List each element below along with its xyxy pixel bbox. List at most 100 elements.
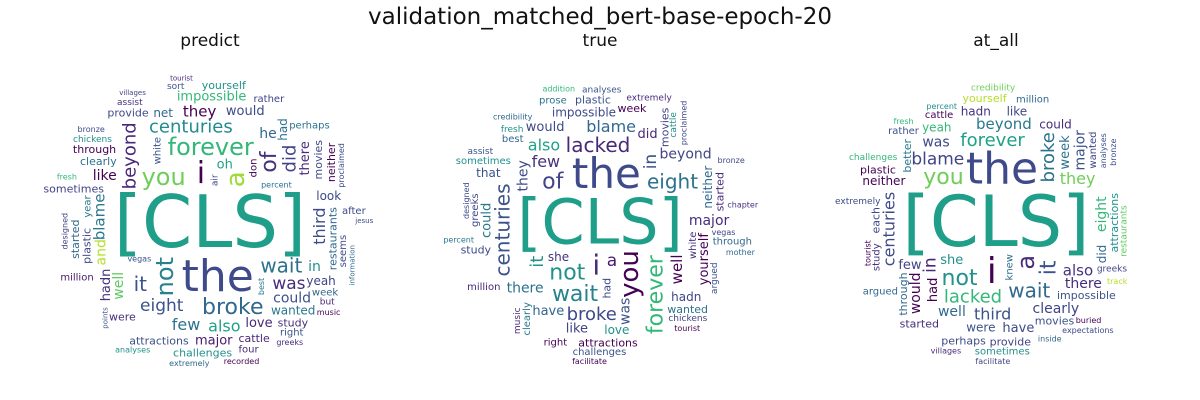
wordcloud-word: each: [870, 207, 883, 234]
wordcloud-word: recorded: [224, 357, 260, 366]
wordcloud-word: the: [182, 251, 254, 302]
wordcloud-word: best: [257, 278, 266, 295]
wordcloud-word: challenges: [573, 347, 627, 358]
panel-title-true: true: [582, 31, 618, 51]
wordcloud-word: hadn: [961, 104, 991, 118]
wordcloud-word: but: [320, 298, 335, 308]
wordcloud-word: music: [317, 308, 341, 317]
wordcloud-word: a: [607, 251, 617, 271]
wordcloud-word: year: [82, 194, 93, 217]
wordcloud-word: impossible: [177, 90, 247, 105]
wordcloud-word: percent: [926, 102, 957, 111]
wordcloud-word: they: [515, 160, 531, 191]
wordcloud-word: greeks: [1097, 265, 1128, 275]
wordcloud-word: of: [542, 169, 564, 194]
wordcloud-word: sort: [167, 82, 185, 92]
wordcloud-word: wanted: [271, 304, 315, 318]
wordcloud-word: of: [257, 150, 282, 172]
wordcloud-word: like: [566, 322, 588, 337]
panel-title-at-all: at_all: [973, 31, 1019, 51]
wordcloud-word: best: [502, 134, 524, 145]
wordcloud-word: beyond: [660, 146, 712, 162]
wordcloud-word: not: [549, 260, 585, 285]
wordcloud-word: seems: [338, 235, 349, 267]
wordcloud-word: there: [507, 281, 544, 297]
wordcloud-word: forever: [168, 133, 254, 161]
wordcloud-word: addition: [542, 84, 575, 93]
wordcloud-word: the: [572, 149, 641, 198]
wordcloud-word: not: [151, 257, 179, 296]
wordcloud-word: sometimes: [975, 347, 1030, 358]
wordcloud-word: cattle: [238, 332, 269, 345]
wordcloud-word: hadn: [671, 290, 701, 304]
wordcloud-word: blame: [90, 194, 108, 241]
wordcloud-word: eight: [140, 296, 184, 316]
wordcloud-word: fresh: [501, 125, 524, 135]
wordcloud-word: had: [926, 278, 941, 302]
wordcloud-word: argued: [710, 262, 720, 294]
wordcloud-word: a: [221, 171, 251, 187]
wordcloud-word: yourself: [962, 92, 1007, 105]
wordcloud-word: centuries: [879, 192, 898, 266]
wordcloud-word: chickens: [73, 135, 112, 145]
wordcloud-word: points: [101, 307, 109, 329]
wordcloud-word: broke: [567, 304, 617, 325]
wordcloud-word: it: [527, 256, 548, 268]
wordcloud-word: centuries: [491, 183, 515, 276]
wordcloud-word: clearly: [1033, 301, 1080, 317]
wordcloud-word: wait: [552, 282, 599, 307]
wordcloud-word: mother: [726, 248, 756, 257]
wordcloud-word: beyond: [119, 122, 140, 189]
wordcloud-word: well: [111, 272, 127, 300]
wordcloud-word: they: [183, 103, 217, 121]
wordcloud-word: forever: [960, 130, 1025, 151]
wordcloud-word: yourself: [697, 233, 712, 286]
wordcloud-word: well: [938, 304, 966, 320]
wordcloud-word: you: [615, 250, 645, 298]
wordcloud-word: rather: [888, 126, 920, 137]
wordcloud-word: you: [923, 165, 963, 190]
figure-title: validation_matched_bert-base-epoch-20: [368, 4, 832, 30]
wordcloud-word: designed: [60, 213, 69, 250]
wordcloud-word: tourist: [863, 240, 872, 266]
wordcloud-word: lacked: [944, 287, 1002, 308]
wordcloud-word: eight: [647, 170, 698, 194]
wordcloud-word: look: [316, 189, 341, 203]
wordcloud-word: also: [1063, 261, 1093, 279]
wordcloud-word: percent: [443, 236, 474, 245]
wordcloud-word: yeah: [306, 274, 335, 288]
wordcloud-word: did: [1095, 245, 1109, 264]
wordcloud-word: started: [713, 172, 726, 211]
wordcloud-word: week: [312, 287, 338, 298]
wordcloud-word: blame: [586, 117, 636, 136]
wordcloud-word: don: [248, 159, 259, 178]
wordcloud-word: did: [280, 145, 301, 173]
wordcloud-word: there: [298, 141, 313, 175]
wordcloud-word: i: [197, 156, 205, 191]
wordcloud-word: would: [908, 272, 924, 314]
wordcloud-word: in: [920, 257, 940, 273]
wordcloud-word: [CLS]: [517, 186, 683, 259]
wordcloud-word: neither: [325, 142, 338, 182]
wordcloud-word: provide: [107, 106, 149, 119]
wordcloud-word: major: [1073, 130, 1089, 171]
wordcloud-word: started: [900, 318, 939, 331]
wordcloud-word: plastic: [80, 228, 93, 264]
wordcloud-word: sometimes: [43, 182, 104, 195]
wordcloud-word: chapter: [727, 200, 759, 209]
wordcloud-word: love: [245, 316, 272, 331]
wordcloud-word: love: [604, 323, 629, 337]
wordcloud-word: facilitate: [572, 357, 607, 366]
wordcloud-word: expectations: [1062, 326, 1113, 335]
wordcloud-word: you: [142, 163, 186, 191]
wordcloud-word: eight: [1094, 196, 1110, 232]
wordcloud-predict: [CLS] the i a forever not you broke of wait it cent…: [40, 52, 380, 392]
wordcloud-word: in: [308, 259, 321, 275]
wordcloud-at-all: [CLS] the i a not it you wait broke lacked forever…: [826, 52, 1166, 392]
wordcloud-word: analyses: [1099, 133, 1108, 168]
wordcloud-word: challenges: [173, 346, 232, 359]
wordcloud-word: centuries: [149, 117, 233, 138]
wordcloud-word: was: [922, 134, 949, 150]
wordcloud-word: right: [544, 338, 568, 349]
wordcloud-word: week: [1058, 135, 1073, 170]
